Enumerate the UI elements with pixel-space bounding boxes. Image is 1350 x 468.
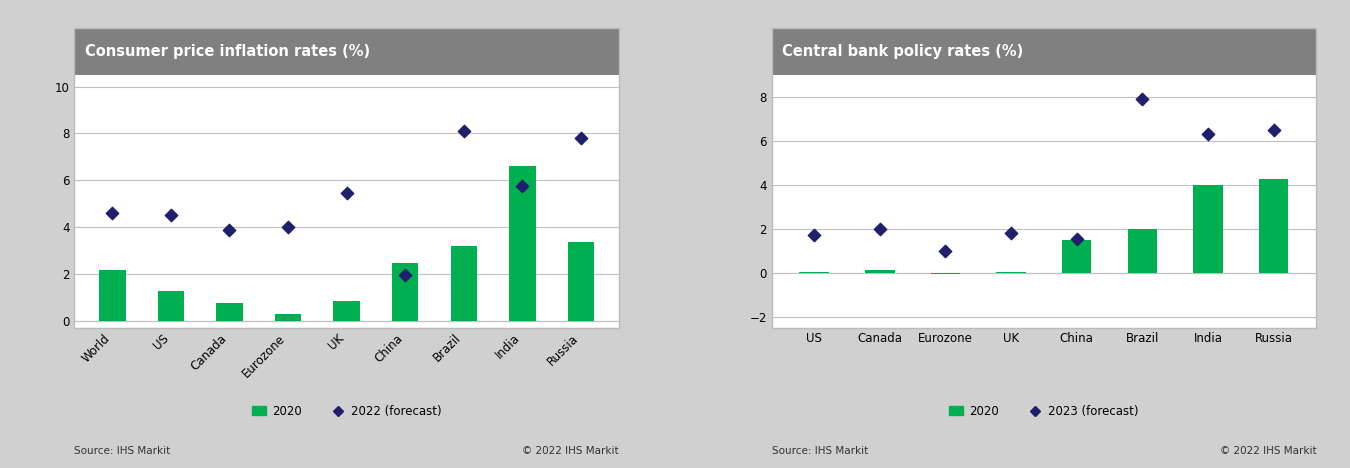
Text: Consumer price inflation rates (%): Consumer price inflation rates (%) [74, 55, 359, 70]
Point [277, 223, 298, 231]
Bar [451, 246, 477, 321]
Point [934, 247, 956, 255]
Bar [930, 273, 960, 274]
Bar [216, 303, 243, 321]
Point [1000, 229, 1022, 237]
Bar [275, 314, 301, 321]
Point [1131, 95, 1153, 103]
Point [161, 212, 182, 219]
Bar [1193, 185, 1223, 273]
Bar [392, 263, 418, 321]
Point [1262, 126, 1284, 133]
Point [101, 209, 123, 217]
Point [219, 227, 240, 234]
Text: Central bank policy rates (%): Central bank policy rates (%) [782, 44, 1023, 59]
Bar [1062, 240, 1091, 273]
Point [454, 127, 475, 135]
Point [1066, 235, 1088, 242]
Text: Source: IHS Markit: Source: IHS Markit [771, 446, 868, 456]
Bar [99, 270, 126, 321]
Point [512, 182, 533, 190]
Point [1197, 131, 1219, 138]
Text: Source: IHS Markit: Source: IHS Markit [74, 446, 170, 456]
Text: Central bank policy rates (%): Central bank policy rates (%) [771, 55, 1012, 70]
Point [869, 225, 891, 233]
Text: © 2022 IHS Markit: © 2022 IHS Markit [522, 446, 620, 456]
Bar [333, 300, 360, 321]
Legend: 2020, 2023 (forecast): 2020, 2023 (forecast) [944, 400, 1143, 423]
Point [336, 189, 358, 197]
Point [394, 271, 416, 279]
Legend: 2020, 2022 (forecast): 2020, 2022 (forecast) [247, 400, 447, 423]
Text: © 2022 IHS Markit: © 2022 IHS Markit [1219, 446, 1316, 456]
Bar [509, 166, 536, 321]
Text: Consumer price inflation rates (%): Consumer price inflation rates (%) [85, 44, 370, 59]
Point [570, 134, 591, 142]
Bar [1258, 179, 1288, 273]
Bar [1127, 229, 1157, 273]
Bar [158, 291, 184, 321]
Bar [865, 270, 895, 273]
Bar [799, 271, 829, 273]
Bar [996, 271, 1026, 273]
Point [803, 232, 825, 239]
Bar [568, 242, 594, 321]
